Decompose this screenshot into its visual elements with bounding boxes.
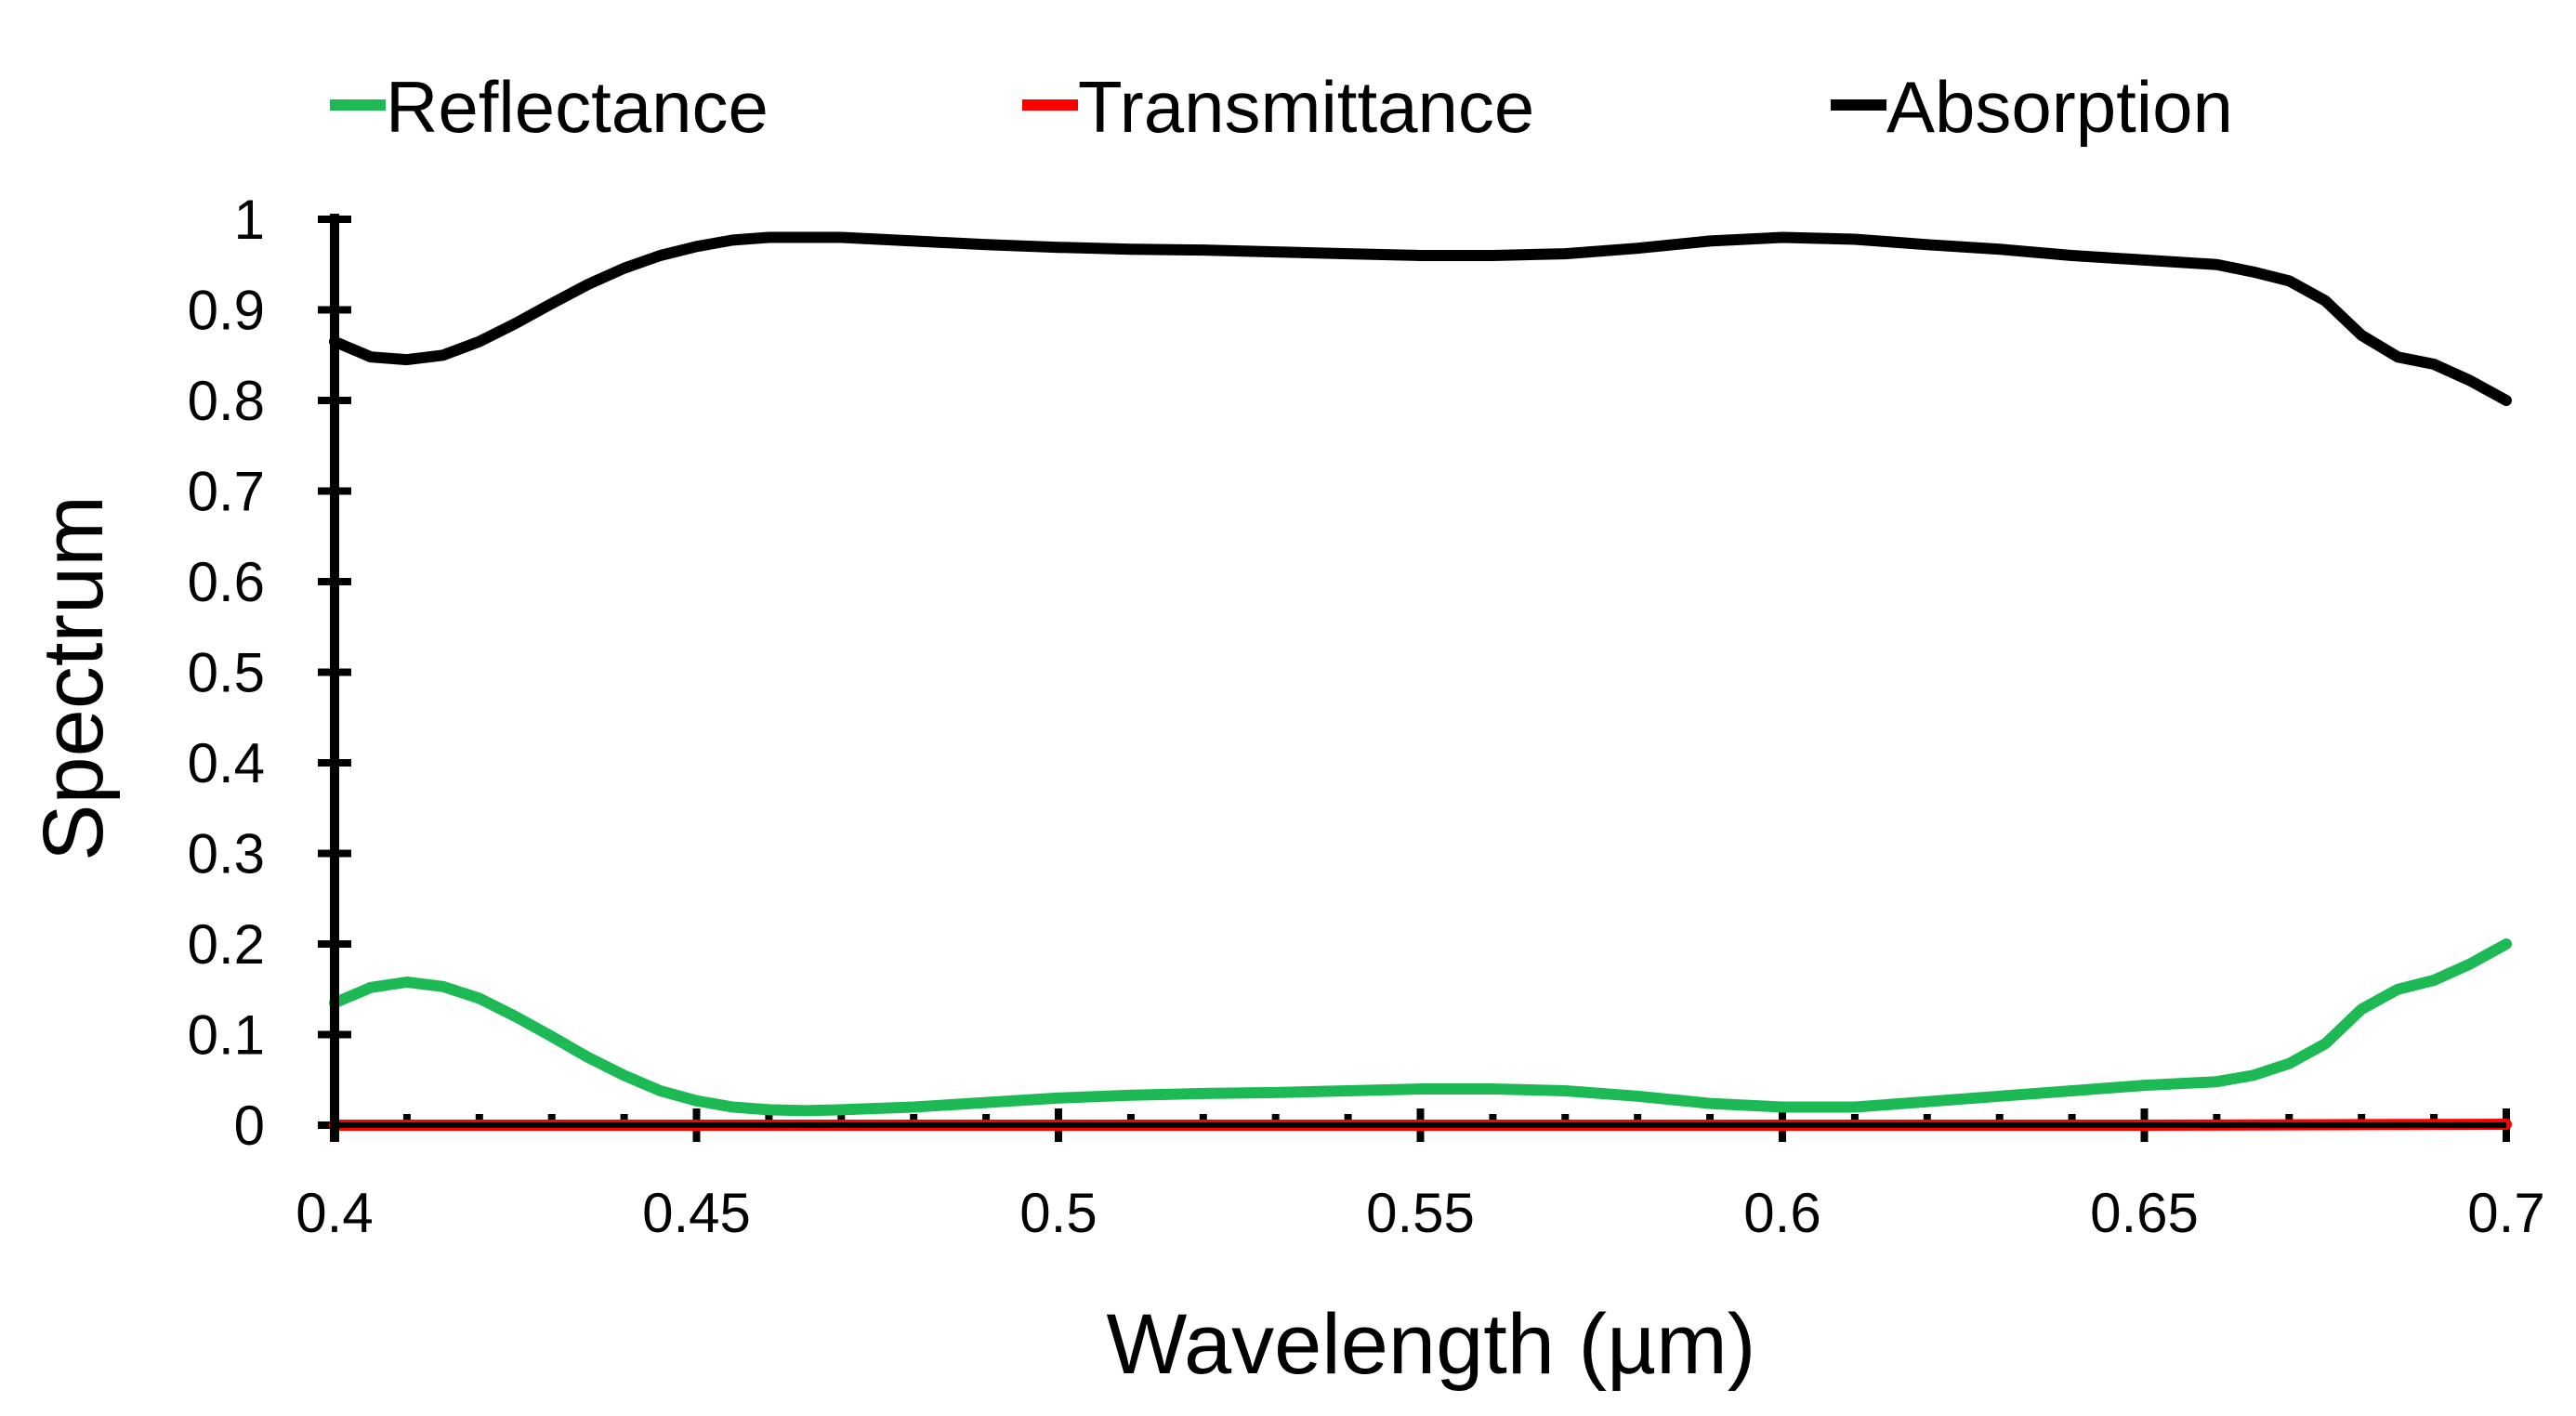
y-tick-label: 0.8: [188, 370, 265, 432]
legend-item-transmittance: Transmittance: [1022, 66, 1534, 148]
y-tick-label: 0.6: [188, 551, 265, 613]
x-tick-label: 0.4: [296, 1182, 373, 1244]
x-tick-label: 0.5: [1019, 1182, 1097, 1244]
legend: Reflectance Transmittance Absorption: [330, 66, 2233, 148]
y-tick-label: 0.1: [188, 1004, 265, 1067]
legend-item-reflectance: Reflectance: [330, 66, 769, 148]
x-tick-label: 0.6: [1743, 1182, 1820, 1244]
y-axis-title: Spectrum: [26, 495, 121, 861]
y-tick-label: 0.2: [188, 913, 265, 976]
y-tick-label: 0.7: [188, 461, 265, 523]
y-tick-label: 0.5: [188, 642, 265, 704]
x-tick-label: 0.65: [2090, 1182, 2199, 1244]
x-tick-label: 0.7: [2467, 1182, 2544, 1244]
series-line-reflectance: [329, 938, 2512, 1117]
x-tick-label: 0.55: [1366, 1182, 1475, 1244]
series-line-absorption: [329, 231, 2512, 406]
legend-label-reflectance: Reflectance: [386, 66, 769, 148]
y-axis-ticks: 0 0.1 0.2 0.3 0.4 0.5 0.6 0.7 0.8 0.9 1: [188, 189, 351, 1157]
legend-item-absorption: Absorption: [1831, 66, 2233, 148]
axes: [330, 214, 2506, 1142]
y-tick-label: 1: [234, 189, 265, 251]
x-axis-title: Wavelength (µm): [1107, 1297, 1756, 1392]
x-tick-label: 0.45: [642, 1182, 751, 1244]
legend-label-transmittance: Transmittance: [1078, 66, 1534, 148]
legend-label-absorption: Absorption: [1886, 66, 2233, 148]
y-tick-label: 0.9: [188, 280, 265, 342]
y-tick-label: 0: [234, 1095, 265, 1157]
y-tick-label: 0.3: [188, 823, 265, 885]
y-tick-label: 0.4: [188, 732, 265, 794]
